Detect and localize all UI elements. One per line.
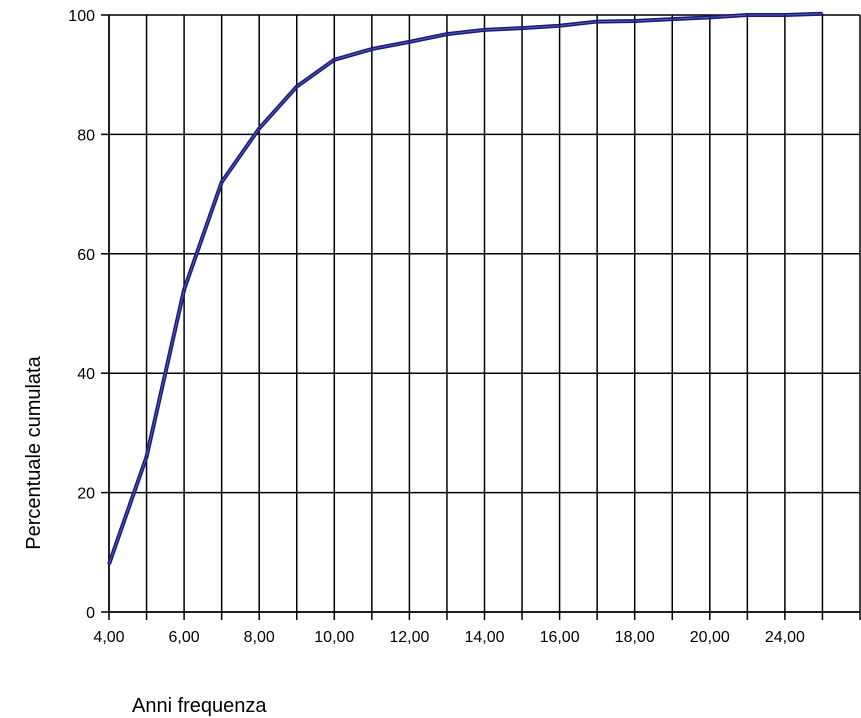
- y-tick-label: 60: [77, 247, 95, 264]
- data-point: [220, 181, 223, 183]
- x-tick-label: 24,00: [765, 629, 805, 646]
- data-point: [371, 48, 373, 50]
- grid-lines: [108, 14, 861, 613]
- x-tick-label: 14,00: [464, 629, 504, 646]
- data-point: [483, 29, 486, 31]
- x-tick-label: 16,00: [540, 629, 580, 646]
- series-line: [107, 11, 823, 565]
- y-tick-label: 80: [77, 127, 95, 144]
- data-point: [671, 18, 674, 20]
- data-point: [258, 127, 261, 130]
- data-point: [145, 455, 148, 458]
- data-point: [446, 33, 448, 35]
- y-tick-label: 100: [68, 8, 95, 25]
- data-point: [521, 27, 523, 29]
- data-point: [633, 20, 636, 22]
- data-point: [709, 16, 711, 19]
- series-layer: [107, 11, 824, 566]
- y-tick-label: 40: [77, 366, 95, 383]
- x-tick-label: 4,00: [93, 629, 124, 646]
- data-point: [183, 288, 185, 291]
- x-tick-label: 12,00: [389, 629, 429, 646]
- data-point: [108, 563, 110, 566]
- y-tick-label: 20: [77, 486, 95, 503]
- data-point: [295, 85, 298, 88]
- x-tick-label: 6,00: [169, 629, 200, 646]
- y-tick-labels: 0 20 40 60 80 100: [68, 8, 95, 622]
- series-line-highlight: [108, 13, 823, 565]
- y-axis-title: Percentuale cumulata: [23, 355, 45, 549]
- y-tick-label: 0: [86, 605, 95, 622]
- x-tick-label: 8,00: [244, 629, 275, 646]
- data-point: [596, 20, 598, 23]
- data-point: [558, 24, 561, 27]
- x-tick-label: 10,00: [314, 629, 354, 646]
- data-point: [784, 14, 786, 16]
- axes: [101, 14, 861, 620]
- data-point: [821, 13, 824, 15]
- x-tick-labels: 4,00 6,00 8,00 10,00 12,00 14,00 16,00 18,00 20,…: [93, 629, 805, 646]
- data-point: [408, 41, 411, 43]
- x-tick-label: 20,00: [690, 629, 730, 646]
- x-axis-title: Anni frequenza: [132, 695, 267, 717]
- x-tick-label: 18,00: [615, 629, 655, 646]
- data-point: [746, 14, 749, 16]
- data-point: [333, 58, 336, 61]
